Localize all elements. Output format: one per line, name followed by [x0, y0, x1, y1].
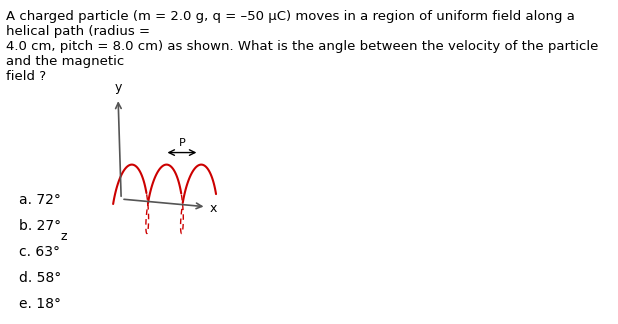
Text: e. 18°: e. 18°	[19, 297, 61, 311]
Text: P: P	[179, 138, 185, 148]
Text: c. 63°: c. 63°	[19, 245, 59, 259]
Text: y: y	[114, 81, 122, 94]
Text: a. 72°: a. 72°	[19, 193, 61, 207]
Text: A charged particle (m = 2.0 g, q = –50 μC) moves in a region of uniform field al: A charged particle (m = 2.0 g, q = –50 μ…	[6, 10, 599, 83]
Text: d. 58°: d. 58°	[19, 271, 61, 285]
Text: x: x	[210, 202, 217, 215]
Text: z: z	[61, 230, 67, 243]
Text: b. 27°: b. 27°	[19, 219, 61, 233]
